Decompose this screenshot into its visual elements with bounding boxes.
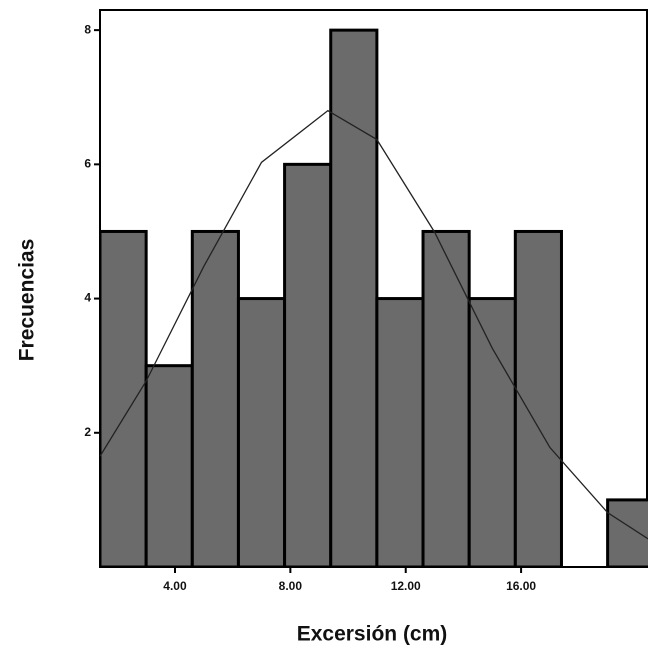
bar bbox=[421, 229, 471, 567]
bar bbox=[467, 297, 517, 567]
normal-curve bbox=[100, 109, 648, 540]
y-axis-label: Frecuencias bbox=[16, 239, 39, 362]
bar bbox=[329, 28, 379, 567]
bar bbox=[100, 229, 148, 567]
bar bbox=[236, 297, 287, 567]
y-tick-label: 2 bbox=[84, 425, 91, 439]
y-tick-label: 4 bbox=[84, 291, 91, 305]
bar bbox=[144, 364, 194, 567]
x-tick-label: 16.00 bbox=[506, 579, 536, 593]
x-tick-label: 12.00 bbox=[391, 579, 421, 593]
bar bbox=[606, 498, 648, 567]
bar bbox=[190, 229, 240, 567]
y-tick-label: 6 bbox=[84, 157, 91, 171]
bar bbox=[375, 297, 425, 567]
x-tick-label: 8.00 bbox=[279, 579, 303, 593]
x-axis-label: Excersión (cm) bbox=[297, 623, 448, 646]
x-tick-label: 4.00 bbox=[163, 579, 187, 593]
bar bbox=[283, 162, 333, 567]
y-tick-label: 8 bbox=[84, 22, 91, 36]
bar bbox=[513, 229, 563, 567]
